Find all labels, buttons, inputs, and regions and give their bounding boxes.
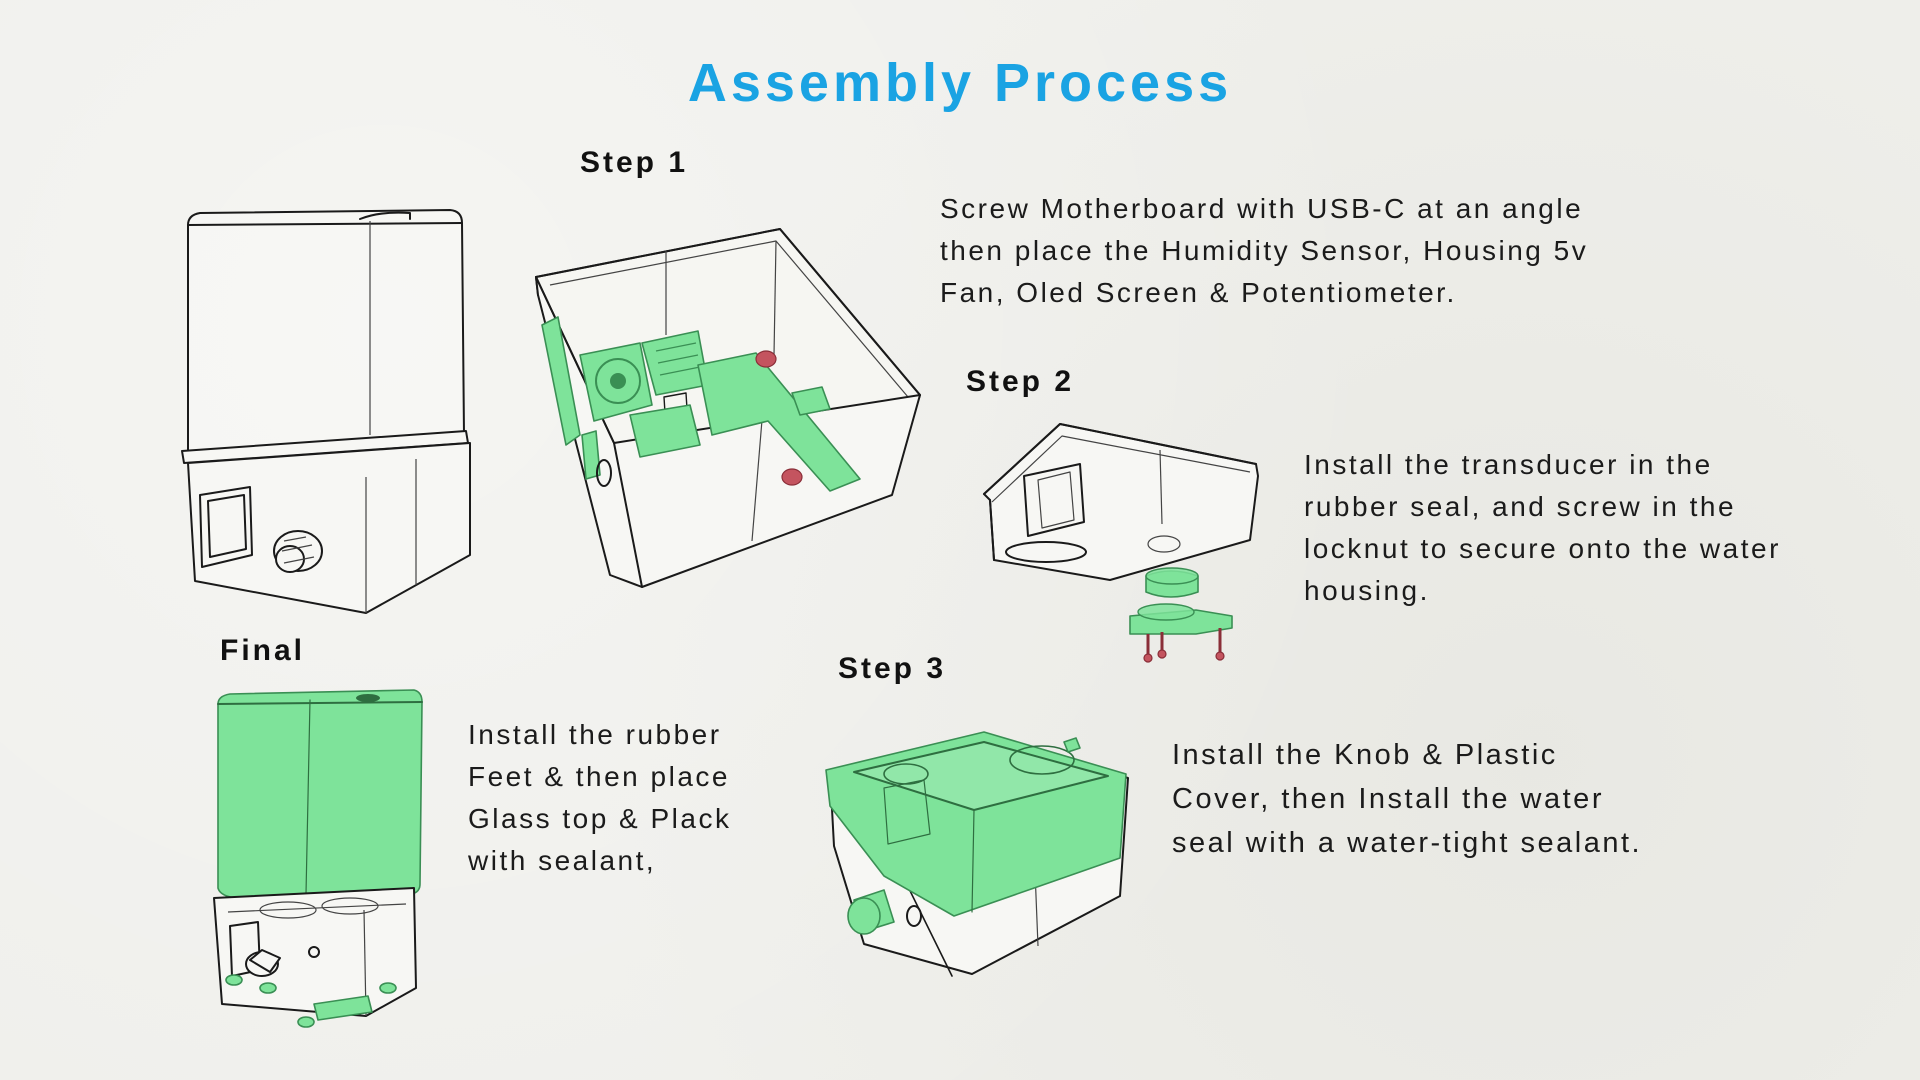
step1-illustration [535, 228, 921, 588]
page-title: Assembly Process [687, 53, 1233, 113]
step3-description: Install the Knob & Plastic Cover, then I… [1172, 739, 1643, 859]
final-description: Install the rubber Feet & then place Gla… [468, 719, 732, 876]
step2-heading: Step 2 [966, 365, 1075, 398]
step2-illustration [983, 423, 1259, 663]
assembled-humidifier-illustration [181, 209, 471, 614]
step1-description: Screw Motherboard with USB-C at an angle… [940, 193, 1589, 308]
step3-heading: Step 3 [838, 652, 947, 685]
final-heading: Final [220, 634, 306, 667]
step1-heading: Step 1 [580, 146, 689, 179]
final-illustration [213, 689, 423, 1028]
step3-illustration [825, 731, 1129, 977]
step2-description: Install the transducer in the rubber sea… [1304, 449, 1781, 606]
